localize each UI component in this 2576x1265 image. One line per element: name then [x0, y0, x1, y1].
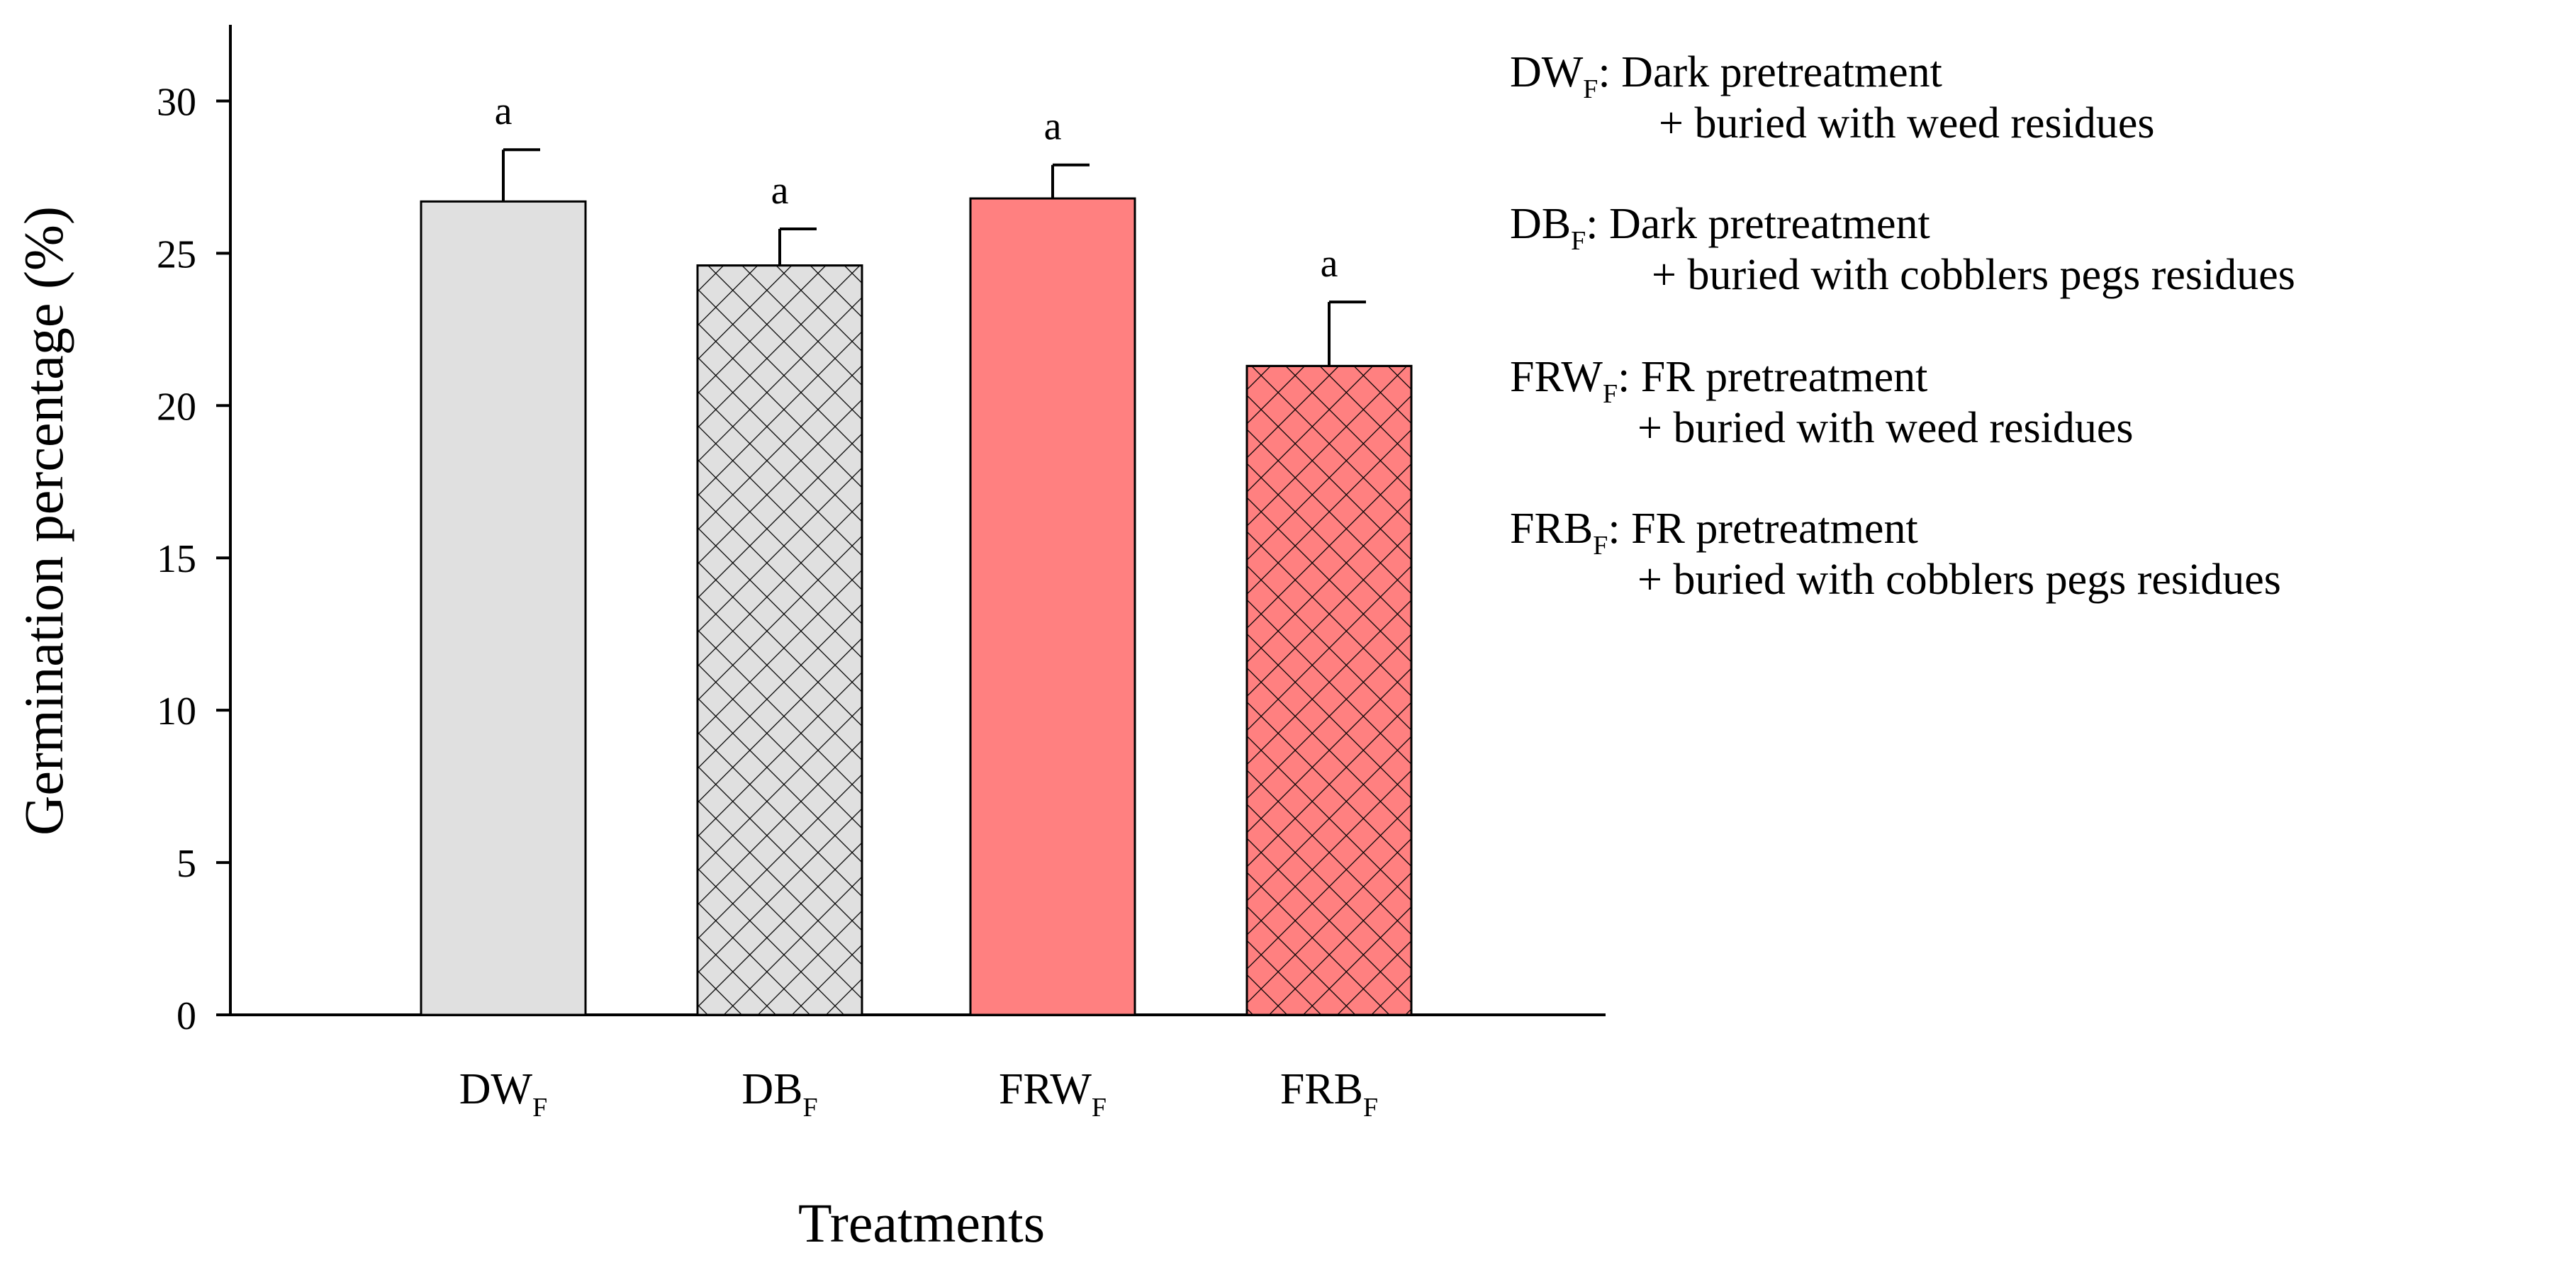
y-tick-label: 10: [157, 690, 196, 733]
significance-label: a: [771, 169, 789, 213]
significance-label: a: [1321, 242, 1338, 286]
legend-entry-title: FRBF: FR pretreatment: [1510, 505, 1918, 561]
y-tick-label: 20: [157, 385, 196, 429]
legend-entry-detail: + buried with cobblers pegs residues: [1652, 251, 2295, 299]
y-axis-title: Germination percentage (%): [13, 206, 74, 836]
x-tick-label: FRWF: [999, 1065, 1107, 1123]
significance-label: a: [1044, 105, 1062, 149]
legend-entry-title: DWF: Dark pretreatment: [1510, 48, 1942, 104]
y-tick-label: 30: [157, 80, 196, 124]
legend-entry-title: DBF: Dark pretreatment: [1510, 200, 1930, 256]
x-tick-label: FRBF: [1280, 1065, 1378, 1123]
bar-hatch-frb: [1245, 364, 1413, 1016]
legend-entry-title: FRWF: FR pretreatment: [1510, 353, 1927, 409]
bar-hatch-db: [696, 264, 863, 1016]
significance-label: a: [495, 89, 513, 133]
y-tick-label: 5: [177, 842, 196, 886]
y-tick-label: 25: [157, 232, 196, 276]
x-axis-title: Treatments: [798, 1192, 1045, 1254]
plot-area: 0 5 10 15 20 25 30 a DWF a DBF a FRWF a FRBF: [157, 25, 1606, 1123]
y-tick-label: 15: [157, 537, 196, 581]
legend: DWF: Dark pretreatment+ buried with weed…: [1510, 48, 2295, 604]
bar-dw: [420, 200, 587, 1016]
bar-frw: [969, 197, 1136, 1016]
y-tick-label: 0: [177, 994, 196, 1038]
legend-entry-detail: + buried with weed residues: [1659, 99, 2155, 147]
legend-entry-detail: + buried with weed residues: [1637, 404, 2134, 452]
x-tick-label: DWF: [459, 1065, 547, 1123]
legend-entry-detail: + buried with cobblers pegs residues: [1637, 556, 2281, 604]
x-tick-label: DBF: [741, 1065, 817, 1123]
